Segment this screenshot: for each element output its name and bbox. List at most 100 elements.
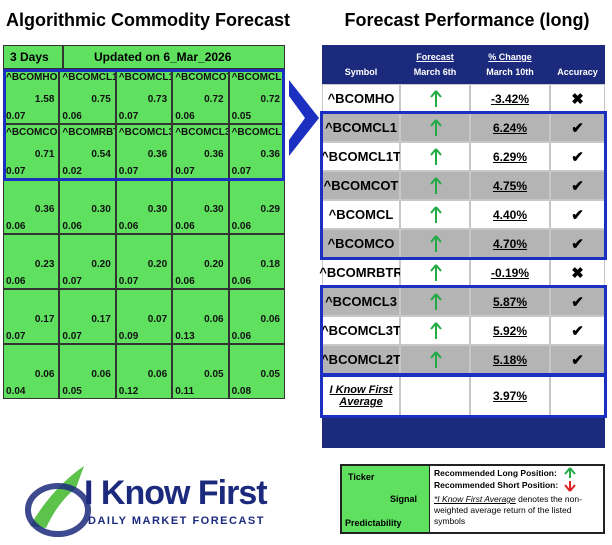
change: 5.92% <box>470 316 550 345</box>
signal: 0.07 <box>147 314 168 325</box>
grid-cell: 0.30 0.06 <box>115 179 173 234</box>
predictability: 0.06 <box>231 331 252 342</box>
legend: Ticker Signal Predictability Recommended Lo… <box>340 464 605 534</box>
down-arrow <box>564 481 576 492</box>
grid-cell: 0.30 0.06 <box>59 179 116 234</box>
accuracy: ✖ <box>550 84 605 113</box>
signal: 0.17 <box>91 314 111 325</box>
predictability: 0.06 <box>6 276 26 287</box>
signal: 0.20 <box>204 259 224 270</box>
predictability: 0.07 <box>6 331 26 342</box>
symbol: ^BCOMCO <box>322 229 400 258</box>
accuracy: ✔ <box>550 316 605 345</box>
grid-cell: 0.06 0.04 <box>3 344 60 399</box>
grid-cell: 0.18 0.06 <box>228 234 285 289</box>
change: 4.40% <box>470 200 550 229</box>
forecast-cell <box>400 84 470 113</box>
change: 4.70% <box>470 229 550 258</box>
grid-cell: 0.06 0.13 <box>172 289 229 344</box>
grid-cell: ^BCOMCL3 0.36 0.07 <box>115 124 173 179</box>
signal: 0.54 <box>91 149 111 160</box>
predictability: 0.08 <box>231 386 252 397</box>
signal: 0.23 <box>34 259 55 270</box>
grid-cell: 0.05 0.11 <box>172 344 229 399</box>
note-link: *I Know First Average <box>434 494 516 504</box>
forecast-cell <box>400 287 470 316</box>
average-change: 3.97% <box>470 374 550 418</box>
signal: 0.06 <box>204 314 224 325</box>
change: 6.24% <box>470 113 550 142</box>
up-arrow <box>430 293 442 310</box>
signal: 0.20 <box>91 259 111 270</box>
signal: 0.36 <box>204 149 224 160</box>
symbol: ^BCOMCL2T <box>321 345 401 374</box>
ticker: ^BCOMRBTR <box>62 127 114 138</box>
up-arrow <box>430 119 442 136</box>
updated: Updated on 6_Mar_2026 <box>63 45 285 69</box>
change: 5.18% <box>470 345 550 374</box>
accuracy: ✔ <box>550 200 605 229</box>
signal: 0.06 <box>91 369 111 380</box>
signal: 0.06 <box>147 369 168 380</box>
predictability: 0.07 <box>118 166 139 177</box>
predictability: 0.07 <box>6 111 26 122</box>
predictability: 0.12 <box>118 386 139 397</box>
predictability: 0.06 <box>6 221 26 232</box>
up-arrow <box>564 467 576 478</box>
signal: 1.58 <box>34 94 55 105</box>
legend-green <box>342 466 430 532</box>
grid-cell: 0.20 0.07 <box>115 234 173 289</box>
symbol: ^BCOMCOT <box>322 171 400 200</box>
up-arrow <box>430 351 442 368</box>
grid-cell: 0.17 0.07 <box>3 289 60 344</box>
grid-cell: ^BCOMCL 0.72 0.05 <box>228 69 285 124</box>
right-title: Forecast Performance (long) <box>344 10 590 30</box>
logo-name: I Know First <box>84 474 268 512</box>
change-header: % Change <box>488 52 532 62</box>
ticker: ^BCOMCL3 <box>175 127 229 138</box>
average-line1: I Know First <box>329 384 393 396</box>
legend-ticker: Ticker <box>348 472 375 482</box>
change-date: March 10th <box>486 67 534 77</box>
grid-cell: ^BCOMCL2T 0.36 0.07 <box>228 124 285 179</box>
signal: 0.72 <box>260 94 280 105</box>
ticker: ^BCOMCOT <box>175 72 229 83</box>
predictability: 0.07 <box>231 166 252 177</box>
average-forecast <box>400 374 470 418</box>
grid-cell: 0.06 0.06 <box>228 289 285 344</box>
change: -3.42% <box>470 84 550 113</box>
predictability: 0.11 <box>175 386 195 397</box>
predictability: 0.06 <box>118 221 139 232</box>
forecast-cell <box>400 258 470 287</box>
signal: 0.36 <box>147 149 168 160</box>
signal: 0.73 <box>147 94 168 105</box>
accuracy: ✔ <box>550 287 605 316</box>
predictability: 0.06 <box>231 221 252 232</box>
symbol: ^BCOMCL3 <box>322 287 400 316</box>
grid-cell: ^BCOMRBTR 0.54 0.02 <box>59 124 116 179</box>
signal: 0.05 <box>260 369 280 380</box>
change: -0.19% <box>470 258 550 287</box>
signal: 0.20 <box>147 259 168 270</box>
average-accuracy <box>550 374 605 418</box>
accuracy: ✔ <box>550 142 605 171</box>
signal: 0.36 <box>260 149 280 160</box>
forecast-cell <box>400 200 470 229</box>
change: 5.87% <box>470 287 550 316</box>
grid-cell: 0.06 0.05 <box>59 344 116 399</box>
accuracy: ✔ <box>550 229 605 258</box>
predictability: 0.05 <box>62 386 82 397</box>
predictability: 0.06 <box>175 276 195 287</box>
grid-cell: ^BCOMHO 1.58 0.07 <box>3 69 60 124</box>
legend-note: *I Know First Average denotes the non-we… <box>434 494 602 527</box>
forecast-date: March 6th <box>413 67 457 77</box>
legend-predictability: Predictability <box>345 518 402 528</box>
forecast-cell <box>400 113 470 142</box>
grid-cell: 0.07 0.09 <box>115 289 173 344</box>
predictability: 0.07 <box>6 166 26 177</box>
forecast-cell <box>400 345 470 374</box>
signal: 0.17 <box>34 314 55 325</box>
predictability: 0.07 <box>62 276 82 287</box>
signal: 0.36 <box>34 204 55 215</box>
